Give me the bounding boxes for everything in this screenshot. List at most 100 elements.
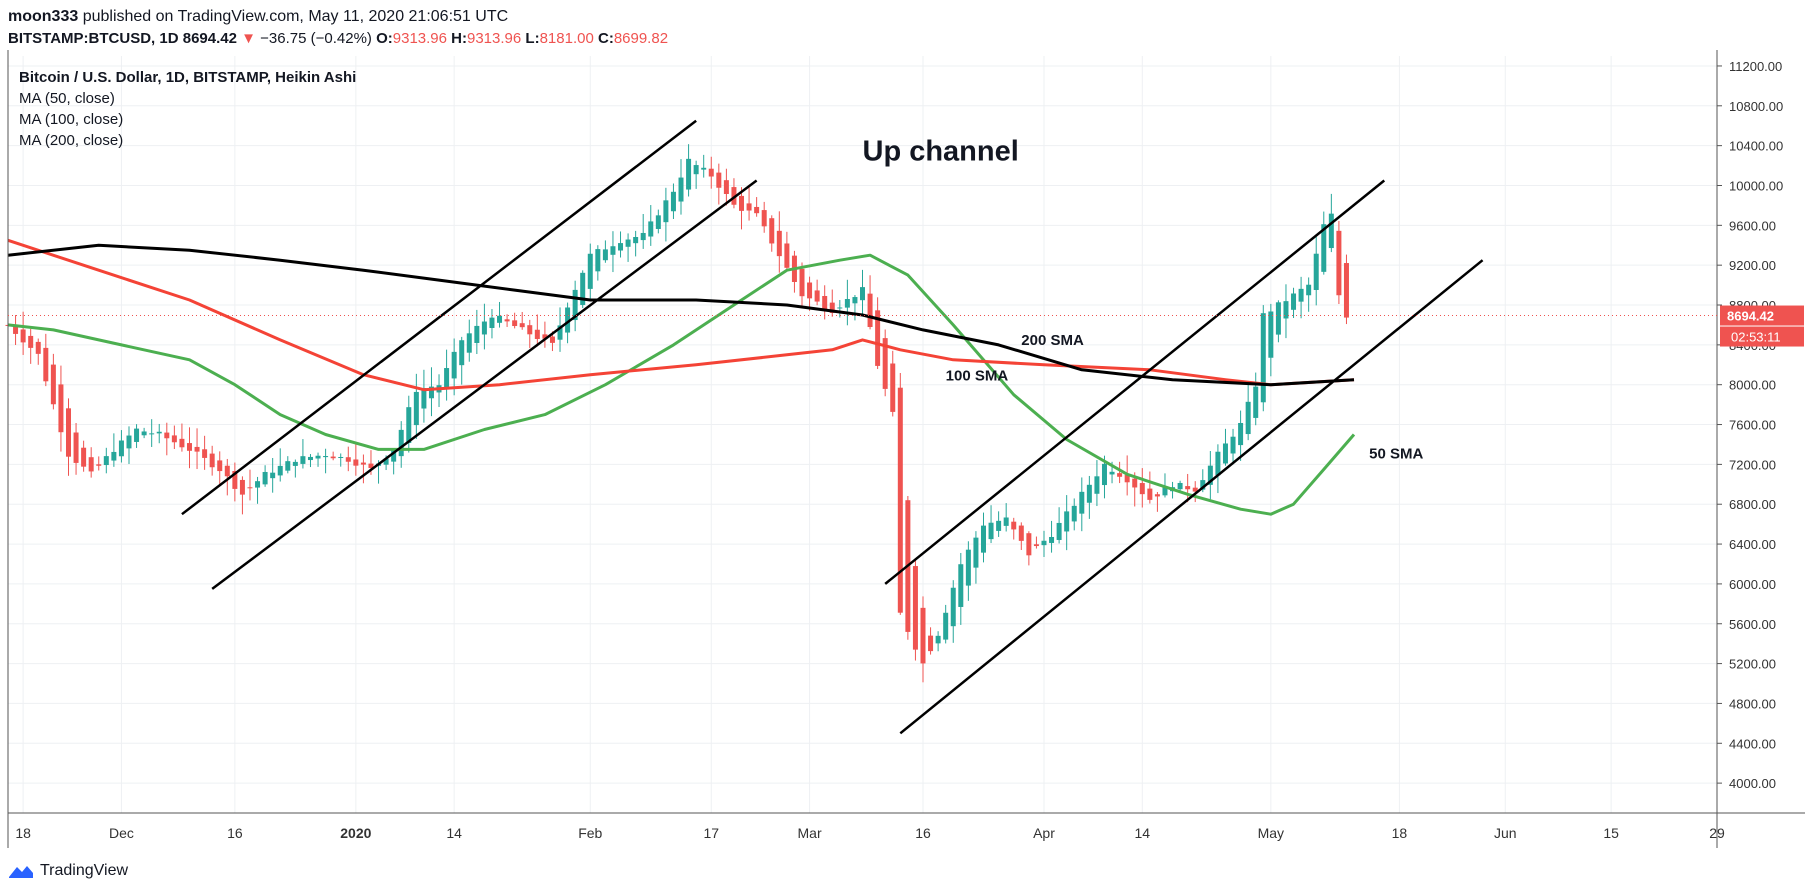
candle-body [1192,487,1198,492]
candle-body [270,472,276,479]
candle-body [179,438,185,448]
y-tick-label: 7200.00 [1729,457,1776,472]
channel-trendline[interactable] [884,179,1386,585]
channel-trendline[interactable] [211,179,758,590]
x-tick-label: Mar [798,825,822,841]
candle-body [686,158,692,190]
candle-body [965,549,971,586]
candle-body [1079,491,1085,514]
y-tick-label: 10800.00 [1729,99,1783,114]
x-tick-label: 18 [15,825,31,841]
candle-body [973,537,979,568]
candle-body [194,446,200,452]
legend-title[interactable]: Bitcoin / U.S. Dollar, 1D, BITSTAMP, Hei… [19,69,357,86]
candle-body [678,177,684,202]
candle-body [292,461,298,466]
candle-body [338,457,344,459]
legend-ma100[interactable]: MA (100, close) [19,111,124,128]
x-tick-label: 14 [446,825,462,841]
chart-legend: Bitcoin / U.S. Dollar, 1D, BITSTAMP, Hei… [19,67,356,151]
candle-body [111,451,117,461]
candle-body [784,243,790,268]
channel-trendline[interactable] [181,119,697,516]
candle-body [1207,465,1213,485]
x-tick-label: 16 [227,825,243,841]
candle-body [829,302,835,313]
ohlc-row: BITSTAMP:BTCUSD, 1D 8694.42 ▼ −36.75 (−0… [8,28,668,50]
footer-brand[interactable]: TradingView [8,862,128,880]
candle-body [413,391,419,426]
last-price: 8694.42 [182,30,237,47]
candle-body [171,435,177,443]
candle-body [882,338,888,389]
candle-body [1245,401,1251,435]
candle-body [1003,517,1009,526]
sma-annotation: 50 SMA [1369,445,1423,462]
candle-body [663,200,669,223]
candle-body [28,335,34,348]
close-label: C: [597,30,614,47]
candle-body [920,607,926,664]
candle-body [1064,511,1070,532]
candle-body [58,384,64,433]
candle-body [353,459,359,466]
candle-body [451,351,457,379]
low-label: L: [525,30,540,47]
candle-body [481,321,487,335]
x-tick-label: 14 [1135,825,1151,841]
candle-body [428,386,434,399]
candle-body [1132,478,1138,488]
candle-body [988,522,994,540]
candle-body [1328,213,1334,249]
candle-body [1139,483,1145,495]
candle-body [474,325,480,344]
legend-ma200[interactable]: MA (200, close) [19,132,124,149]
published-text: published on TradingView.com, May 11, 20… [78,8,509,25]
candle-body [134,428,140,442]
ma200-line[interactable] [7,243,1355,387]
change-value: −36.75 (−0.42%) [260,30,372,47]
candle-body [247,487,253,489]
candle-body [489,317,495,329]
candle-body [1298,288,1304,302]
x-tick-label: Dec [109,825,134,841]
candle-body [565,307,571,333]
channel-trendline[interactable] [899,259,1484,735]
ma50-line[interactable] [7,253,1356,516]
candle-body [126,435,132,449]
last-price-badge-label: 8694.42 [1727,309,1774,324]
candle-body [50,364,56,405]
candle-body [118,440,124,457]
candle-body [655,215,661,229]
candle-body [88,457,94,472]
candle-body [81,447,87,467]
author-name[interactable]: moon333 [8,8,79,25]
x-tick-label: May [1258,825,1284,841]
candle-body [1154,494,1160,497]
y-tick-label: 4800.00 [1729,696,1776,711]
candle-body [504,319,510,322]
candle-body [746,203,752,211]
candle-body [799,268,805,297]
candle-body [912,566,918,650]
symbol-label[interactable]: BITSTAMP:BTCUSD, 1D [8,30,179,47]
x-tick-label: 17 [703,825,719,841]
candle-body [1268,311,1274,358]
candle-body [186,443,192,451]
candle-body [391,450,397,462]
x-tick-label: Feb [578,825,602,841]
candle-body [1041,540,1047,546]
candle-body [217,460,223,472]
candle-body [708,168,714,177]
candle-body [958,564,964,607]
candle-body [1147,488,1153,500]
legend-ma50[interactable]: MA (50, close) [19,90,115,107]
candle-body [731,187,737,205]
channel-lines[interactable] [181,119,1484,735]
candle-body [1056,522,1062,540]
candle-body [618,243,624,251]
candle-body [1275,302,1281,335]
candle-body [980,525,986,553]
candle-body [1291,293,1297,310]
